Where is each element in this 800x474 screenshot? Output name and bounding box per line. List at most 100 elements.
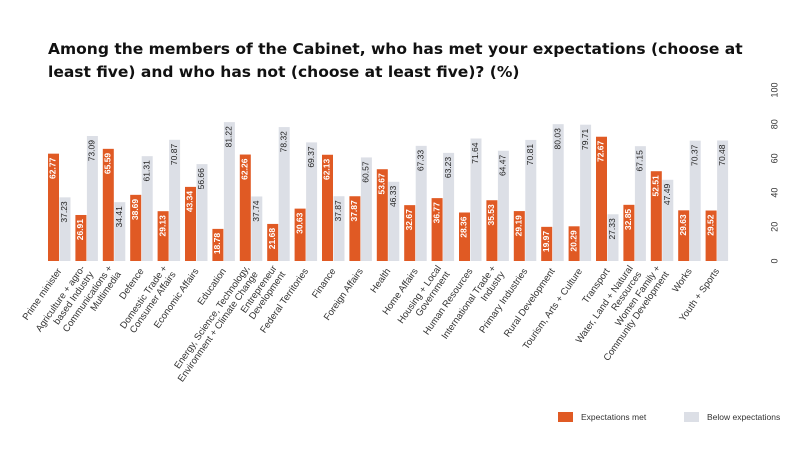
data-label-expectations-met: 26.91 <box>75 219 85 241</box>
bar-expectations-met <box>130 194 142 261</box>
bar-expectations-met <box>212 228 224 261</box>
data-label-expectations-met: 32.67 <box>404 209 414 231</box>
bar-expectations-met <box>239 154 251 261</box>
data-label-expectations-met: 43.34 <box>185 191 195 213</box>
data-label-below-expectations: 70.87 <box>169 144 179 166</box>
data-label-below-expectations: 73.09 <box>87 140 97 162</box>
bar-below-expectations <box>388 181 400 261</box>
data-label-below-expectations: 46.33 <box>388 186 398 208</box>
data-label-expectations-met: 29.63 <box>678 214 688 236</box>
data-label-expectations-met: 35.53 <box>486 204 496 226</box>
y-tick-label: 40 <box>769 188 779 198</box>
chart-title: Among the members of the Cabinet, who ha… <box>48 40 743 81</box>
bar-below-expectations <box>223 122 235 261</box>
data-label-below-expectations: 64.47 <box>498 154 508 176</box>
data-label-below-expectations: 78.32 <box>278 131 288 153</box>
bar-expectations-met <box>623 204 635 261</box>
bar-expectations-met <box>294 208 306 261</box>
bar-below-expectations <box>689 140 701 261</box>
bar-below-expectations <box>717 140 729 261</box>
y-tick-label: 20 <box>769 222 779 232</box>
data-label-expectations-met: 72.67 <box>596 140 606 162</box>
data-label-below-expectations: 47.49 <box>662 184 672 206</box>
bar-expectations-met <box>459 212 470 261</box>
bar-expectations-met <box>650 171 662 261</box>
bar-below-expectations <box>333 196 345 261</box>
bar-below-expectations <box>251 196 263 261</box>
data-label-below-expectations: 27.33 <box>607 218 617 240</box>
data-label-below-expectations: 70.37 <box>689 144 699 166</box>
bar-expectations-met <box>157 211 169 261</box>
bar-below-expectations <box>634 146 646 261</box>
data-label-below-expectations: 71.64 <box>470 142 480 164</box>
data-label-below-expectations: 69.37 <box>306 146 316 168</box>
legend-swatch-below-expectations <box>684 412 699 422</box>
bar-below-expectations <box>443 152 455 261</box>
bar-expectations-met <box>404 205 416 261</box>
data-label-below-expectations: 70.48 <box>717 144 727 166</box>
x-tick-label: Health <box>368 266 393 295</box>
bar-below-expectations <box>662 179 674 261</box>
bar-below-expectations <box>360 157 372 261</box>
data-label-below-expectations: 37.74 <box>251 200 261 222</box>
value-label-group: 62.77 37.23 26.91 73.09 65.59 34.41 38.69 61.31… <box>48 126 727 254</box>
data-label-below-expectations: 34.41 <box>114 206 124 228</box>
bar-expectations-met <box>486 200 498 261</box>
bar-below-expectations <box>415 145 427 261</box>
bar-below-expectations <box>552 124 564 261</box>
data-label-expectations-met: 62.13 <box>322 158 332 180</box>
bar-below-expectations <box>580 124 592 262</box>
legend-swatch-expectations-met <box>558 412 573 422</box>
bar-expectations-met <box>431 198 443 261</box>
data-label-expectations-met: 30.63 <box>294 212 304 234</box>
bar-expectations-met <box>541 226 553 261</box>
legend-label-below-expectations: Below expectations <box>707 412 781 422</box>
y-tick-label: 80 <box>769 119 779 129</box>
legend-item-below-expectations: Below expectations <box>684 412 780 422</box>
data-label-expectations-met: 62.26 <box>240 158 250 180</box>
data-label-expectations-met: 20.29 <box>568 230 578 252</box>
data-label-below-expectations: 56.66 <box>196 168 206 190</box>
data-label-below-expectations: 80.03 <box>552 128 562 150</box>
bar-expectations-met <box>376 169 388 261</box>
data-label-expectations-met: 18.78 <box>212 233 222 255</box>
data-label-expectations-met: 29.13 <box>157 215 167 237</box>
data-label-expectations-met: 38.69 <box>130 199 140 221</box>
bar-below-expectations <box>196 164 208 261</box>
bar-expectations-met <box>568 226 580 261</box>
bar-below-expectations <box>86 136 98 261</box>
data-label-expectations-met: 37.87 <box>349 200 359 222</box>
y-tick-label: 60 <box>769 153 779 163</box>
data-label-expectations-met: 52.51 <box>651 175 661 197</box>
bar-below-expectations <box>306 142 318 261</box>
data-label-expectations-met: 29.52 <box>705 214 715 236</box>
bar-below-expectations <box>607 214 619 261</box>
data-label-below-expectations: 70.81 <box>525 144 535 166</box>
data-label-expectations-met: 32.85 <box>623 209 633 231</box>
bar-below-expectations <box>525 139 537 261</box>
bar-expectations-met <box>705 210 717 261</box>
bar-expectations-met <box>48 153 59 261</box>
bar-group <box>48 122 729 262</box>
data-label-expectations-met: 28.36 <box>459 216 469 238</box>
data-label-below-expectations: 37.23 <box>59 201 69 223</box>
bar-below-expectations <box>169 139 181 261</box>
data-label-expectations-met: 62.77 <box>48 157 58 179</box>
data-label-below-expectations: 61.31 <box>141 160 151 182</box>
data-label-below-expectations: 37.87 <box>333 200 343 222</box>
data-label-expectations-met: 21.68 <box>267 228 277 250</box>
y-axis: 0 20 40 60 80 100 <box>769 82 779 263</box>
data-label-expectations-met: 36.77 <box>431 202 441 224</box>
bar-below-expectations <box>59 197 71 261</box>
data-label-below-expectations: 67.15 <box>635 150 645 172</box>
bar-expectations-met <box>678 210 690 261</box>
data-label-below-expectations: 63.23 <box>443 157 453 179</box>
bar-expectations-met <box>185 186 196 261</box>
legend-item-expectations-met: Expectations met <box>558 412 646 422</box>
bar-below-expectations <box>114 202 126 261</box>
data-label-expectations-met: 53.67 <box>377 173 387 195</box>
y-tick-label: 100 <box>769 82 779 97</box>
bar-below-expectations <box>470 138 482 261</box>
x-tick-label: Works <box>670 266 694 294</box>
